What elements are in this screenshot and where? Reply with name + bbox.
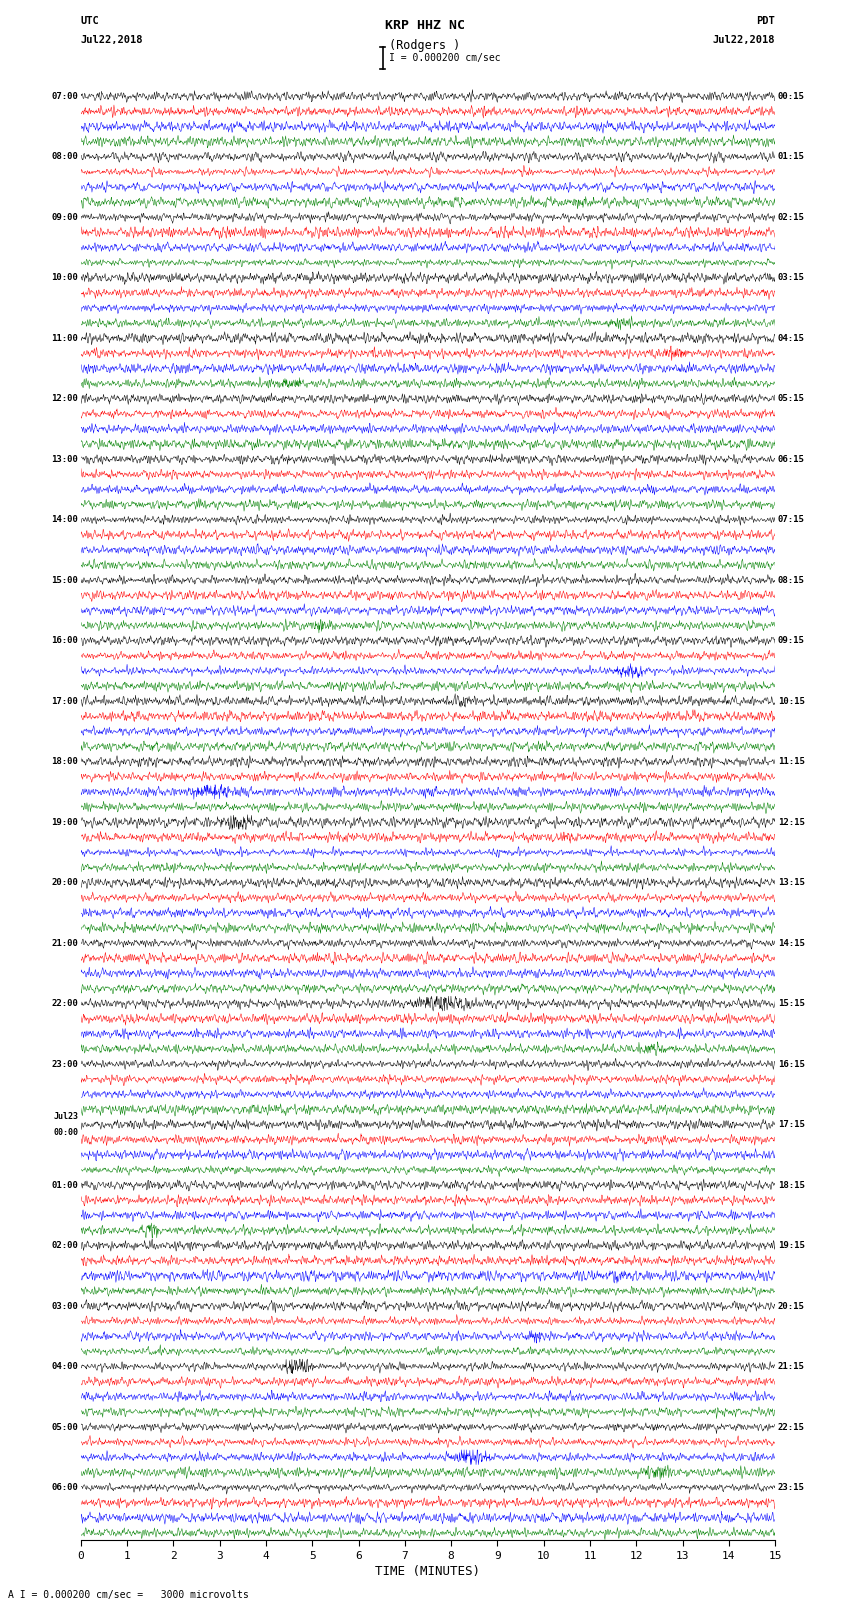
Text: 22:00: 22:00 xyxy=(51,998,78,1008)
Text: Jul22,2018: Jul22,2018 xyxy=(81,35,144,45)
Text: 23:00: 23:00 xyxy=(51,1060,78,1068)
Text: 01:00: 01:00 xyxy=(51,1181,78,1189)
Text: 08:00: 08:00 xyxy=(51,152,78,161)
Text: 11:15: 11:15 xyxy=(778,756,805,766)
Text: 12:15: 12:15 xyxy=(778,818,805,826)
Text: 14:00: 14:00 xyxy=(51,515,78,524)
Text: 11:00: 11:00 xyxy=(51,334,78,342)
Text: 15:15: 15:15 xyxy=(778,998,805,1008)
Text: PDT: PDT xyxy=(756,16,775,26)
Text: 17:00: 17:00 xyxy=(51,697,78,705)
Text: A I = 0.000200 cm/sec =   3000 microvolts: A I = 0.000200 cm/sec = 3000 microvolts xyxy=(8,1590,249,1600)
Text: 10:00: 10:00 xyxy=(51,273,78,282)
Text: 22:15: 22:15 xyxy=(778,1423,805,1431)
Text: 18:00: 18:00 xyxy=(51,756,78,766)
Text: 05:15: 05:15 xyxy=(778,394,805,403)
Text: 01:15: 01:15 xyxy=(778,152,805,161)
Text: UTC: UTC xyxy=(81,16,99,26)
Text: 17:15: 17:15 xyxy=(778,1119,805,1129)
Text: 06:15: 06:15 xyxy=(778,455,805,463)
Text: 18:15: 18:15 xyxy=(778,1181,805,1189)
X-axis label: TIME (MINUTES): TIME (MINUTES) xyxy=(376,1565,480,1578)
Text: 21:15: 21:15 xyxy=(778,1361,805,1371)
Text: 09:15: 09:15 xyxy=(778,636,805,645)
Text: 06:00: 06:00 xyxy=(51,1482,78,1492)
Text: 16:15: 16:15 xyxy=(778,1060,805,1068)
Text: (Rodgers ): (Rodgers ) xyxy=(389,39,461,52)
Text: 20:15: 20:15 xyxy=(778,1302,805,1310)
Text: 05:00: 05:00 xyxy=(51,1423,78,1431)
Text: Jul22,2018: Jul22,2018 xyxy=(712,35,775,45)
Text: 02:00: 02:00 xyxy=(51,1240,78,1250)
Text: 21:00: 21:00 xyxy=(51,939,78,947)
Text: 14:15: 14:15 xyxy=(778,939,805,947)
Text: 08:15: 08:15 xyxy=(778,576,805,584)
Text: 15:00: 15:00 xyxy=(51,576,78,584)
Text: 07:00: 07:00 xyxy=(51,92,78,100)
Text: Jul23: Jul23 xyxy=(54,1111,78,1121)
Text: 19:15: 19:15 xyxy=(778,1240,805,1250)
Text: 10:15: 10:15 xyxy=(778,697,805,705)
Text: 04:15: 04:15 xyxy=(778,334,805,342)
Text: 23:15: 23:15 xyxy=(778,1482,805,1492)
Text: 02:15: 02:15 xyxy=(778,213,805,221)
Text: 03:15: 03:15 xyxy=(778,273,805,282)
Text: 07:15: 07:15 xyxy=(778,515,805,524)
Text: 13:15: 13:15 xyxy=(778,877,805,887)
Text: 16:00: 16:00 xyxy=(51,636,78,645)
Text: 00:00: 00:00 xyxy=(54,1127,78,1137)
Text: 04:00: 04:00 xyxy=(51,1361,78,1371)
Text: 09:00: 09:00 xyxy=(51,213,78,221)
Text: KRP HHZ NC: KRP HHZ NC xyxy=(385,19,465,32)
Text: 13:00: 13:00 xyxy=(51,455,78,463)
Text: 19:00: 19:00 xyxy=(51,818,78,826)
Text: 00:15: 00:15 xyxy=(778,92,805,100)
Text: 20:00: 20:00 xyxy=(51,877,78,887)
Text: 03:00: 03:00 xyxy=(51,1302,78,1310)
Text: 12:00: 12:00 xyxy=(51,394,78,403)
Text: I = 0.000200 cm/sec: I = 0.000200 cm/sec xyxy=(389,53,501,63)
